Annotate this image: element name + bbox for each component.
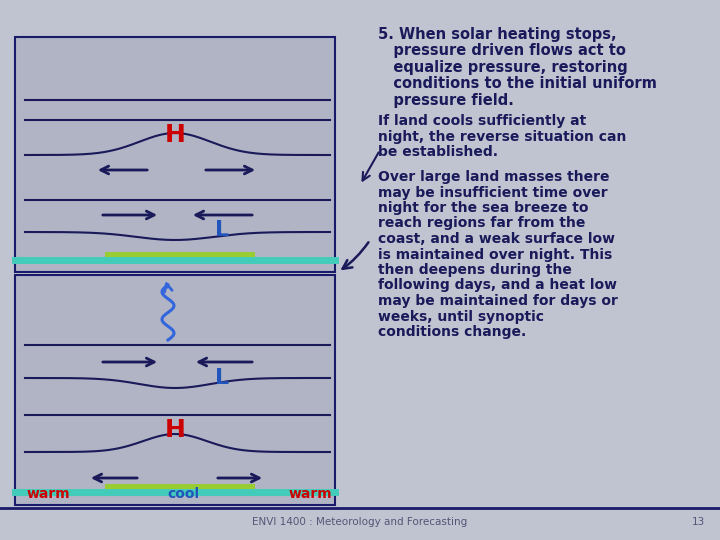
Text: coast, and a weak surface low: coast, and a weak surface low — [378, 232, 615, 246]
Text: night for the sea breeze to: night for the sea breeze to — [378, 201, 588, 215]
Text: following days, and a heat low: following days, and a heat low — [378, 279, 617, 293]
Text: If land cools sufficiently at: If land cools sufficiently at — [378, 114, 586, 129]
Text: may be maintained for days or: may be maintained for days or — [378, 294, 618, 308]
Text: conditions to the initial uniform: conditions to the initial uniform — [378, 77, 657, 91]
FancyBboxPatch shape — [15, 275, 335, 505]
Text: weeks, until synoptic: weeks, until synoptic — [378, 309, 544, 323]
Text: reach regions far from the: reach regions far from the — [378, 217, 585, 231]
Text: Over large land masses there: Over large land masses there — [378, 170, 610, 184]
Text: ENVI 1400 : Meteorology and Forecasting: ENVI 1400 : Meteorology and Forecasting — [253, 517, 467, 527]
Text: pressure driven flows act to: pressure driven flows act to — [378, 44, 626, 58]
FancyBboxPatch shape — [105, 484, 255, 493]
Text: warm: warm — [26, 487, 70, 501]
Text: conditions change.: conditions change. — [378, 325, 526, 339]
Text: be established.: be established. — [378, 145, 498, 159]
Text: H: H — [165, 418, 186, 442]
Text: pressure field.: pressure field. — [378, 93, 514, 108]
Text: L: L — [215, 368, 229, 388]
Text: night, the reverse situation can: night, the reverse situation can — [378, 130, 626, 144]
Text: is maintained over night. This: is maintained over night. This — [378, 247, 612, 261]
FancyBboxPatch shape — [15, 37, 335, 272]
Text: cool: cool — [167, 487, 199, 501]
Text: 5. When solar heating stops,: 5. When solar heating stops, — [378, 27, 616, 42]
Text: H: H — [165, 123, 186, 147]
Text: 13: 13 — [692, 517, 705, 527]
Text: equalize pressure, restoring: equalize pressure, restoring — [378, 60, 628, 75]
Text: then deepens during the: then deepens during the — [378, 263, 572, 277]
Text: warm: warm — [288, 487, 332, 501]
Text: L: L — [215, 220, 229, 240]
FancyBboxPatch shape — [105, 252, 255, 261]
Text: may be insufficient time over: may be insufficient time over — [378, 186, 608, 199]
